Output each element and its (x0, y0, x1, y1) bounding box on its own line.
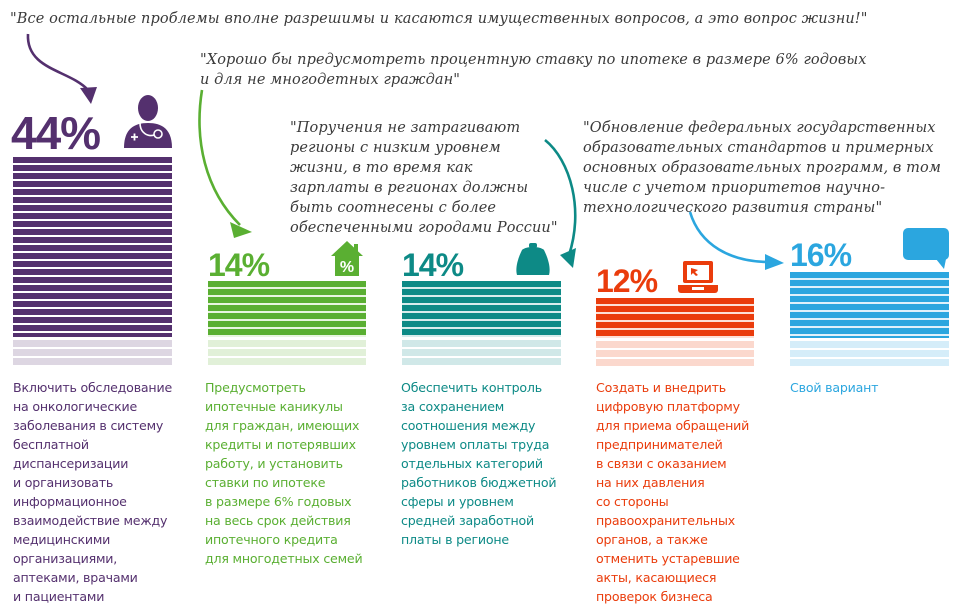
quote-mortgage: "Хорошо бы предусмотреть процентную став… (200, 52, 867, 88)
quote-education: "Обновление федеральных государственных … (583, 120, 941, 216)
house-percent-icon: % (331, 241, 363, 276)
percent-label: 14% (402, 247, 464, 283)
option-description: Создать и внедрить цифровую платформу дл… (596, 380, 750, 604)
option-description: Свой вариант (790, 380, 879, 395)
bar-44 (13, 157, 172, 367)
purse-icon (516, 243, 550, 275)
bar-14-teal (402, 281, 561, 367)
svg-text:%: % (340, 259, 354, 276)
percent-label: 16% (790, 237, 852, 273)
percent-label: 14% (208, 247, 270, 283)
percent-label: 44% (11, 107, 101, 159)
bar-16 (790, 272, 949, 367)
option-description: Обеспечить контроль за сохранением соотн… (401, 380, 557, 547)
arrow-to-44 (26, 33, 89, 91)
bar-12 (596, 298, 754, 367)
quote-health: "Все остальные проблемы вполне разрешимы… (10, 11, 868, 27)
bar-14-green (208, 281, 366, 367)
option-description: Включить обследование на онкологические … (13, 380, 172, 604)
percent-label: 12% (596, 263, 658, 299)
speech-bubble-icon (903, 228, 949, 269)
arrow-to-14-green (198, 89, 241, 226)
arrow-to-16 (688, 211, 771, 264)
laptop-icon (678, 261, 718, 293)
doctor-icon (124, 95, 172, 148)
quote-regions: "Поручения не затрагивают регионы с низк… (290, 120, 558, 236)
option-description: Предусмотреть ипотечные каникулы для гра… (205, 380, 363, 566)
